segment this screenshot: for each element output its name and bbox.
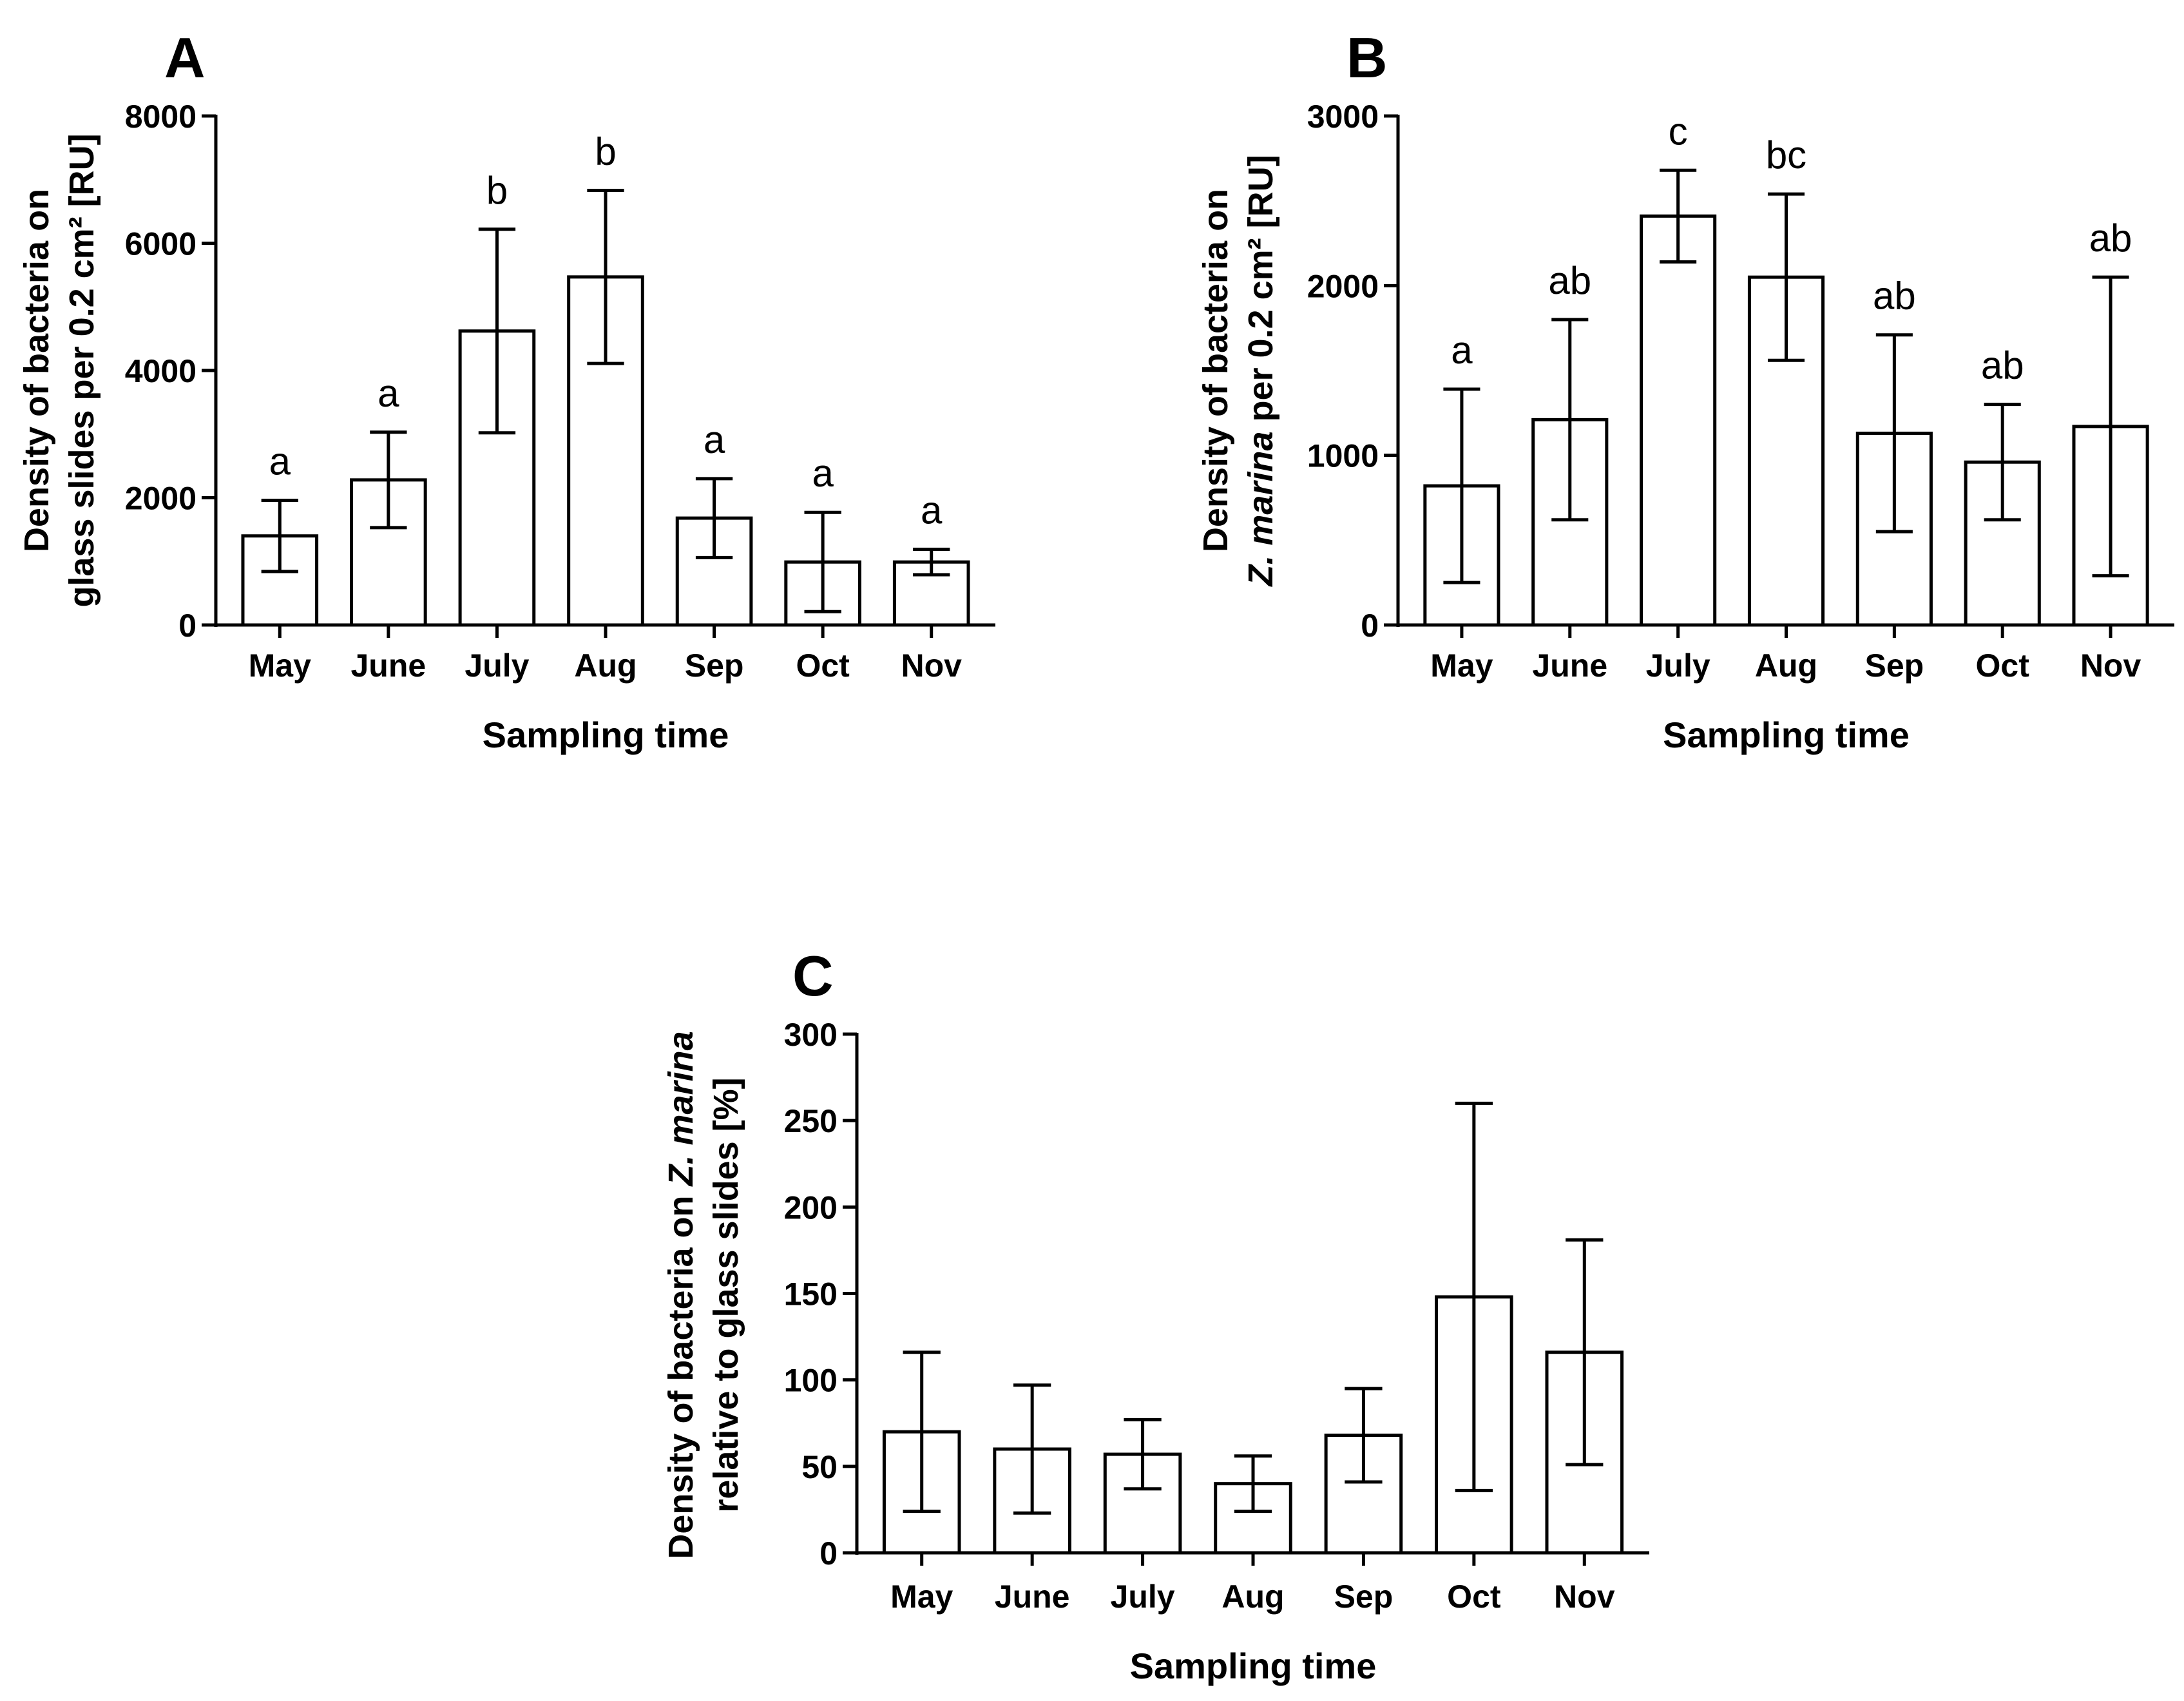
y-tick-label: 4000 [125,353,196,389]
significance-letter: ab [1548,259,1591,302]
x-tick-label: May [890,1579,953,1615]
panel-letter: C [792,944,834,1008]
significance-letter: bc [1766,133,1806,177]
y-axis-label: relative to glass slides [%] [707,1077,745,1512]
y-tick-label: 100 [784,1363,838,1399]
y-tick-label: 250 [784,1103,838,1139]
significance-letter: c [1669,110,1688,153]
panel-letter: A [164,26,206,90]
significance-letter: a [921,488,943,532]
y-tick-label: 0 [819,1535,838,1571]
panel-letter: B [1346,26,1388,90]
x-tick-label: June [995,1579,1070,1615]
significance-letter: a [378,372,399,415]
significance-letter: a [812,452,834,495]
y-tick-label: 0 [178,608,196,644]
y-axis-label: Density of bacteria on [17,189,56,552]
x-tick-label: May [249,648,311,684]
bar [1964,460,2041,627]
y-axis-label: Density of bacteria on Z. marina [662,1031,700,1559]
x-axis-label: Sampling time [1130,1646,1377,1686]
x-tick-label: Sep [685,648,744,684]
chart-panel-b: B 0 1000 2000 3000 May a June ab July c Aug bc Sep ab O… [1196,26,2174,755]
y-axis-label: Density of bacteria on [1196,189,1235,552]
x-tick-label: Aug [574,648,637,684]
x-axis-label: Sampling time [1663,715,1910,755]
significance-letter: ab [1981,344,2024,387]
chart-panel-c: C 0 50 100 150 200 250 300 May June July Aug Sep Oct N… [662,944,1649,1686]
bar [1640,214,1717,627]
y-tick-label: 2000 [125,481,196,517]
significance-letter: ab [2089,216,2132,260]
y-axis-label: Z. marina per 0.2 cm² [RU] [1241,155,1280,587]
x-tick-label: June [351,648,426,684]
y-tick-label: 8000 [125,99,196,135]
x-tick-label: Aug [1755,648,1817,684]
y-tick-label: 2000 [1307,268,1379,304]
significance-letter: a [1451,329,1473,372]
y-tick-label: 50 [801,1449,838,1485]
x-axis-label: Sampling time [483,715,729,755]
x-tick-label: Sep [1865,648,1924,684]
x-tick-label: July [465,648,529,684]
x-tick-label: Oct [1447,1579,1501,1615]
y-tick-label: 200 [784,1189,838,1225]
significance-letter: b [486,169,508,212]
x-tick-label: Sep [1334,1579,1394,1615]
chart-panel-a: A 0 2000 4000 6000 8000 May a June a July b Aug b Sep a… [17,26,995,755]
x-tick-label: Oct [1976,648,2030,684]
x-tick-label: July [1111,1579,1175,1615]
x-tick-label: June [1532,648,1607,684]
y-tick-label: 0 [1361,608,1379,644]
significance-letter: ab [1873,274,1916,318]
significance-letter: a [269,439,291,483]
y-tick-label: 150 [784,1276,838,1312]
x-tick-label: May [1430,648,1493,684]
y-tick-label: 300 [784,1017,838,1053]
significance-letter: b [595,130,616,173]
x-tick-label: Aug [1221,1579,1284,1615]
significance-letter: a [704,418,725,461]
y-tick-label: 3000 [1307,99,1379,135]
y-tick-label: 6000 [125,226,196,262]
x-tick-label: July [1646,648,1710,684]
x-tick-label: Nov [2080,648,2141,684]
x-tick-label: Nov [901,648,962,684]
x-tick-label: Nov [1554,1579,1615,1615]
y-axis-label: glass slides per 0.2 cm² [RU] [62,133,101,607]
x-tick-label: Oct [796,648,850,684]
y-tick-label: 1000 [1307,438,1379,474]
